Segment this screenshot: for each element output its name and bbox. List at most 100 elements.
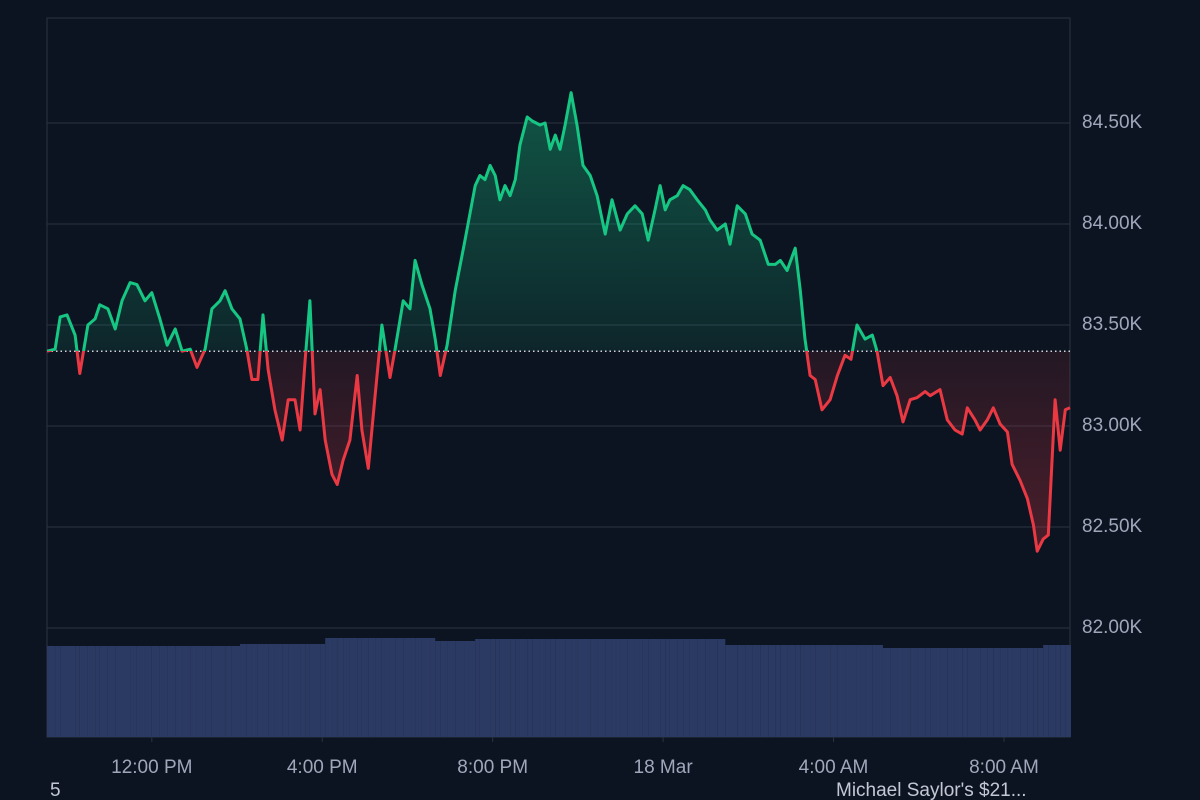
volume-bar xyxy=(479,639,486,737)
volume-bar xyxy=(485,639,491,737)
volume-bar xyxy=(804,645,811,737)
volume-bar xyxy=(980,648,988,737)
volume-bar xyxy=(332,638,338,737)
volume-bar xyxy=(729,645,738,737)
volume-bars xyxy=(47,638,1071,737)
volume-bar xyxy=(627,639,635,737)
volume-bar xyxy=(775,645,781,737)
volume-bar xyxy=(947,648,955,737)
volume-bar xyxy=(60,646,68,737)
volume-bar xyxy=(343,638,350,737)
volume-bar xyxy=(872,645,877,737)
volume-bar xyxy=(940,648,948,737)
volume-bar xyxy=(475,639,480,737)
volume-bar xyxy=(527,639,533,737)
y-tick-label: 84.00K xyxy=(1082,213,1143,234)
volume-bar xyxy=(987,648,994,737)
volume-bar xyxy=(300,644,306,737)
y-tick-label: 82.00K xyxy=(1082,617,1143,638)
volume-bar xyxy=(669,639,678,737)
volume-bar xyxy=(917,648,926,737)
volume-bar xyxy=(519,639,528,737)
volume-bar xyxy=(717,639,726,737)
volume-bar xyxy=(151,646,160,737)
volume-bar xyxy=(539,639,546,737)
volume-bar xyxy=(430,638,436,737)
volume-bar xyxy=(815,645,823,737)
volume-bar xyxy=(309,644,315,737)
volume-bar xyxy=(705,639,710,737)
volume-bar xyxy=(787,645,796,737)
volume-bar xyxy=(532,639,540,737)
volume-bar xyxy=(683,639,690,737)
volume-bar xyxy=(800,645,805,737)
volume-bar xyxy=(689,639,698,737)
volume-bar xyxy=(571,639,578,737)
volume-bar xyxy=(410,638,416,737)
volume-bar xyxy=(415,638,422,737)
volume-bar xyxy=(196,646,206,737)
volume-bar xyxy=(99,646,108,737)
volume-bar xyxy=(605,639,612,737)
volume-bar xyxy=(1033,648,1038,737)
volume-bar xyxy=(768,645,776,737)
volume-bar xyxy=(219,646,226,737)
volume-bar xyxy=(231,646,241,737)
volume-bar xyxy=(752,645,761,737)
volume-bar xyxy=(974,648,981,737)
volume-bar xyxy=(1065,645,1070,737)
volume-bar xyxy=(305,644,310,737)
x-tick-label: 4:00 PM xyxy=(287,757,358,778)
volume-bar xyxy=(395,638,404,737)
volume-bar xyxy=(545,639,551,737)
volume-bar xyxy=(455,641,465,737)
volume-bar xyxy=(107,646,116,737)
volume-bar xyxy=(288,644,295,737)
volume-bar xyxy=(1012,648,1021,737)
volume-bar xyxy=(47,646,56,737)
volume-bar xyxy=(87,646,96,737)
volume-bar xyxy=(837,645,846,737)
volume-bar xyxy=(1055,645,1061,737)
volume-bar xyxy=(251,644,258,737)
volume-bar xyxy=(375,638,382,737)
volume-bar xyxy=(211,646,220,737)
volume-bar xyxy=(890,648,898,737)
volume-bar xyxy=(435,641,441,737)
volume-bar xyxy=(499,639,506,737)
footer-left: 5 xyxy=(50,780,61,800)
volume-bar xyxy=(902,648,911,737)
volume-bar xyxy=(660,639,666,737)
volume-bar xyxy=(882,648,891,737)
volume-bar xyxy=(240,644,247,737)
volume-bar xyxy=(144,646,152,737)
volume-bar xyxy=(597,639,606,737)
volume-bar xyxy=(320,644,326,737)
volume-bar xyxy=(550,639,556,737)
volume-bar xyxy=(515,639,520,737)
volume-bar xyxy=(389,638,396,737)
x-tick-label: 18 Mar xyxy=(634,757,694,778)
volume-bar xyxy=(381,638,390,737)
volume-bar xyxy=(967,648,975,737)
volume-bar xyxy=(337,638,344,737)
volume-bar xyxy=(830,645,838,737)
volume-bar xyxy=(361,638,369,737)
volume-bar xyxy=(167,646,176,737)
volume-bar xyxy=(1048,645,1056,737)
volume-bar xyxy=(665,639,670,737)
volume-bar xyxy=(577,639,583,737)
volume-bar xyxy=(136,646,145,737)
volume-bar xyxy=(505,639,511,737)
volume-bar xyxy=(611,639,621,737)
volume-bar xyxy=(130,646,137,737)
volume-bar xyxy=(1070,645,1071,737)
volume-bar xyxy=(582,639,591,737)
volume-bar xyxy=(510,639,516,737)
volume-bar xyxy=(75,646,80,737)
volume-bar xyxy=(225,646,232,737)
x-tick-label: 12:00 PM xyxy=(111,757,192,778)
volume-bar xyxy=(294,644,301,737)
volume-bar xyxy=(1037,648,1044,737)
